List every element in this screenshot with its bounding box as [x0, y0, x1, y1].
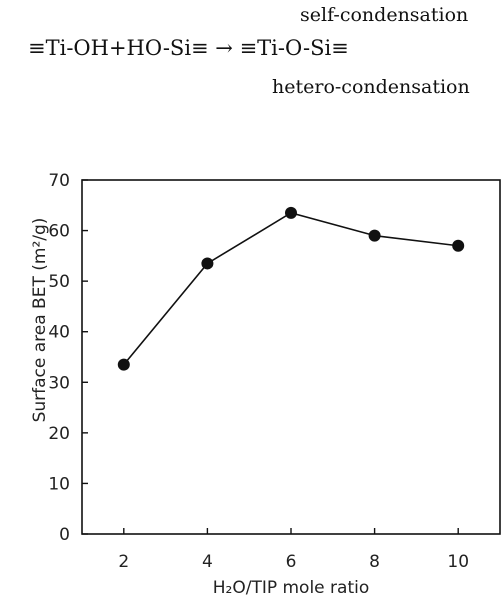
y-tick-label: 0	[59, 525, 70, 545]
data-point	[452, 239, 465, 252]
reaction-label-self-condensation: self-condensation	[300, 4, 469, 26]
data-point	[368, 229, 381, 242]
x-tick-label: 4	[202, 552, 213, 572]
y-tick-label: 70	[48, 171, 70, 191]
x-tick-label: 8	[369, 552, 380, 572]
x-tick-label: 2	[118, 552, 129, 572]
reaction-equation: ≡Ti-OH+HO-Si≡ → ≡Ti-O-Si≡	[28, 36, 349, 60]
data-point	[117, 358, 130, 371]
y-tick-label: 60	[48, 222, 70, 242]
y-tick-label: 10	[48, 474, 70, 494]
y-axis-title: Surface area BET (m²/g)	[30, 218, 50, 423]
data-point	[285, 206, 297, 219]
y-tick-label: 50	[48, 272, 70, 292]
x-tick-label: 10	[447, 552, 469, 572]
series-line	[123, 212, 459, 366]
reaction-label-hetero-condensation: hetero-condensation	[272, 76, 470, 98]
plot-frame	[81, 179, 501, 535]
x-axis-title: H₂O/TIP mole ratio	[213, 578, 370, 598]
y-tick-label: 30	[48, 373, 70, 393]
bet-surface-area-chart: Surface area BET (m²/g) H₂O/TIP mole rat…	[30, 171, 501, 598]
data-point	[201, 257, 214, 270]
y-tick-label: 20	[48, 424, 70, 444]
x-tick-label: 6	[286, 552, 297, 572]
y-tick-label: 40	[48, 323, 70, 343]
